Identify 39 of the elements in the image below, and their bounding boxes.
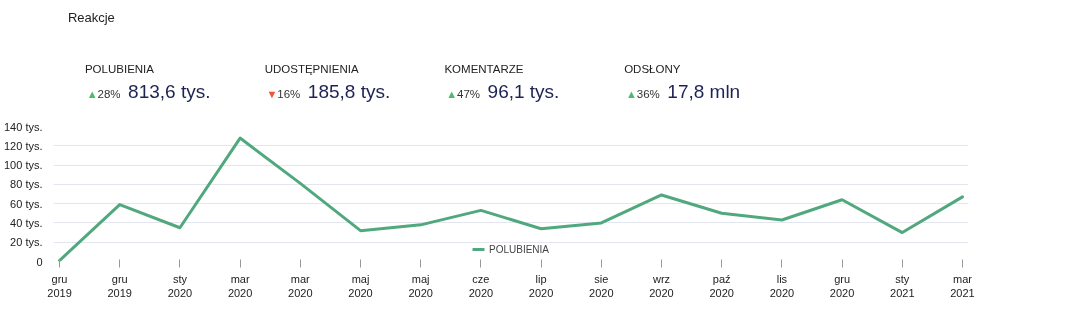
y-tick-label: 20 tys.: [10, 236, 43, 249]
x-tick-label: maj 2020: [348, 272, 373, 299]
x-tick-label: lip 2020: [528, 272, 554, 299]
text: POLUBIENIA: [84, 62, 155, 75]
y-tick-label: 0: [36, 255, 43, 268]
y-tick-label: 80 tys.: [10, 178, 43, 191]
x-tick-label: sty 2021: [890, 272, 915, 299]
x-tick-label: wrz 2020: [649, 272, 674, 299]
x-tick-label: sty 2020: [167, 272, 193, 299]
x-tick-label: maj 2020: [408, 272, 433, 299]
x-tick-label: cze 2020: [468, 272, 494, 299]
text: ▲28%: [86, 87, 121, 100]
text: ▲36%: [625, 87, 660, 100]
text: Reakcje: [67, 9, 115, 25]
text: ODSŁONY: [624, 62, 681, 75]
y-tick-label: 40 tys.: [10, 216, 43, 229]
text: UDOSTĘPNIENIA: [264, 62, 359, 75]
x-tick-label: gru 2019: [107, 272, 132, 299]
y-tick-label: 60 tys.: [10, 197, 43, 210]
line-series: [58, 136, 964, 262]
x-tick-label: gru 2020: [829, 272, 855, 299]
x-tick-label: lis 2020: [769, 272, 795, 299]
text: KOMENTARZE: [444, 62, 524, 75]
x-tick-label: mar 2020: [288, 272, 313, 299]
text: 96,1 tys.: [487, 80, 560, 102]
text: ▲47%: [446, 87, 481, 100]
y-tick-label: 100 tys.: [3, 159, 43, 172]
legend-label: POLUBIENIA: [488, 243, 550, 255]
x-tick-label: sie 2020: [589, 272, 614, 299]
x-tick-label: gru 2019: [47, 272, 72, 299]
x-tick-label: paź 2020: [709, 272, 734, 299]
x-tick-label: mar 2020: [227, 272, 253, 299]
x-tick-label: mar 2021: [950, 272, 975, 299]
text: 17,8 mln: [667, 80, 741, 102]
y-tick-label: 140 tys.: [3, 120, 43, 133]
text: ▼16%: [266, 87, 301, 100]
y-tick-label: 120 tys.: [3, 139, 43, 152]
text: 185,8 tys.: [307, 80, 391, 102]
text: 813,6 tys.: [128, 80, 211, 102]
